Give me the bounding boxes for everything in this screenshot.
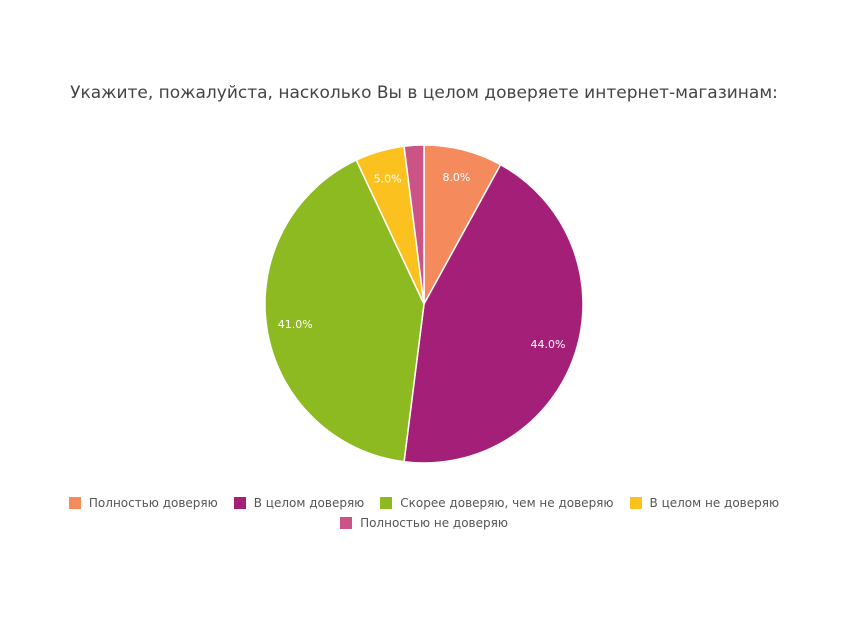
pie-slice[interactable] xyxy=(403,144,425,305)
slice-data-label: 44.0% xyxy=(531,338,566,351)
slice-data-label: 41.0% xyxy=(278,318,313,331)
legend-item[interactable]: В целом доверяю xyxy=(233,496,365,510)
legend-label: Скорее доверяю, чем не доверяю xyxy=(400,496,614,510)
slice-data-label: 5.0% xyxy=(374,172,402,185)
legend-swatch xyxy=(68,497,81,509)
legend-item[interactable]: В целом не доверяю xyxy=(629,496,780,510)
chart-legend: Полностью доверяю В целом доверяю Скорее… xyxy=(0,496,848,530)
legend-item[interactable]: Полностью доверяю xyxy=(68,496,218,510)
legend-label: Полностью доверяю xyxy=(88,496,218,510)
pie-slice[interactable] xyxy=(264,159,425,463)
slice-data-label: 8.0% xyxy=(442,171,470,184)
legend-label: Полностью не доверяю xyxy=(360,516,508,530)
legend-row-1: Полностью доверяю В целом доверяю Скорее… xyxy=(0,496,848,510)
legend-item[interactable]: Скорее доверяю, чем не доверяю xyxy=(380,496,614,510)
legend-swatch xyxy=(380,497,393,509)
legend-swatch xyxy=(629,497,642,509)
legend-label: В целом доверяю xyxy=(253,496,365,510)
legend-swatch xyxy=(233,497,246,509)
legend-item[interactable]: Полностью не доверяю xyxy=(340,516,508,530)
legend-row-2: Полностью не доверяю xyxy=(0,516,848,530)
legend-swatch xyxy=(340,517,353,529)
pie-slice[interactable] xyxy=(403,163,584,464)
legend-label: В целом не доверяю xyxy=(649,496,780,510)
chart-title: Укажите, пожалуйста, насколько Вы в цело… xyxy=(70,83,778,103)
